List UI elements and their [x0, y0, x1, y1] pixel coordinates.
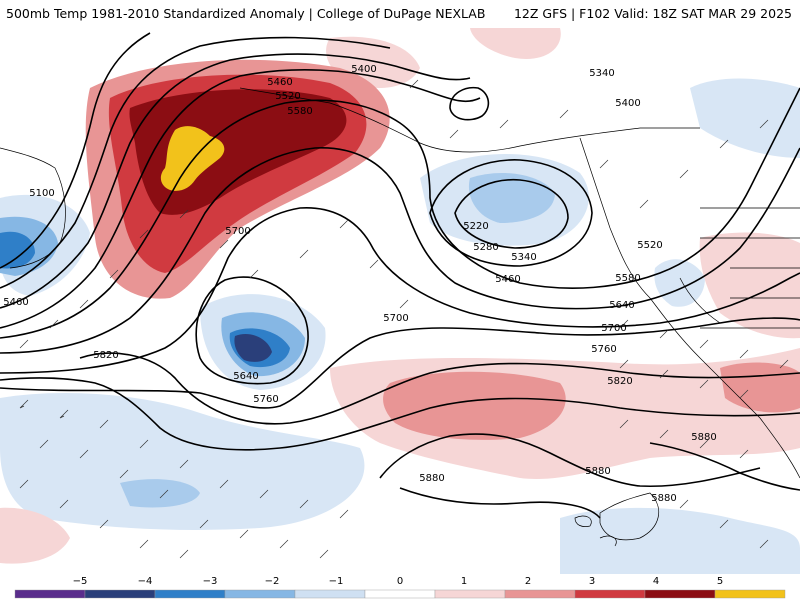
colorbar-tick-label: 4	[653, 576, 659, 587]
colorbar-tick-label: 5	[717, 576, 723, 587]
contour-label: 5580	[615, 273, 640, 284]
warm-anomaly-medium-area	[383, 371, 566, 440]
contour-label: 5700	[601, 323, 626, 334]
contour-label: 5760	[591, 344, 616, 355]
colorbar-swatches	[14, 589, 786, 599]
header: 500mb Temp 1981-2010 Standardized Anomal…	[0, 0, 800, 28]
colorbar-tick-label: 3	[589, 576, 595, 587]
run-info: 12Z GFS | F102 Valid: 18Z SAT MAR 29 202…	[513, 6, 792, 21]
cold-anomaly-medium-area	[468, 173, 555, 223]
colorbar-tick-label: −2	[265, 576, 280, 587]
cold-anomaly-strong-area	[0, 231, 35, 269]
wind-barbs	[19, 79, 789, 559]
contour-label: 5520	[275, 91, 300, 102]
colorbar-tick-label: −5	[73, 576, 88, 587]
contour-label: 5880	[585, 466, 610, 477]
colorbar-swatch	[504, 589, 576, 599]
contour-label: 5460	[267, 77, 292, 88]
cold-anomaly-extreme-area	[234, 333, 272, 362]
cold-anomaly-light-area	[560, 507, 800, 576]
colorbar-ticklabels: −5 −4 −3 −2 −1 0 1 2 3 4 5	[73, 576, 724, 587]
contour-label: 5520	[637, 240, 662, 251]
warm-anomaly-light-area	[699, 232, 800, 339]
cold-anomaly-light-area	[690, 78, 800, 158]
colorbar-swatch	[84, 589, 156, 599]
contour-label: 5580	[287, 106, 312, 117]
coastlines	[0, 87, 800, 547]
colorbar-swatch	[224, 589, 296, 599]
colorbar-legend: −5 −4 −3 −2 −1 0 1 2 3 4 5	[0, 574, 800, 600]
colorbar-swatch	[294, 589, 366, 599]
warm-anomaly-light-area	[470, 28, 561, 59]
colorbar-swatch	[434, 589, 506, 599]
contour-label: 5820	[93, 350, 118, 361]
colorbar-swatch	[644, 589, 716, 599]
contour-labels: 5460 5520 5580 5400 5340 5400 5100 5700 …	[3, 64, 716, 504]
contour-label: 5700	[383, 313, 408, 324]
contour-label: 5880	[691, 432, 716, 443]
colorbar-tick-label: −4	[138, 576, 153, 587]
contour-label: 5340	[511, 252, 536, 263]
contour-label: 5700	[225, 226, 250, 237]
cold-anomaly-medium-area	[120, 479, 200, 508]
contour-label: 5820	[607, 376, 632, 387]
contour-label: 5400	[615, 98, 640, 109]
contour-label: 5460	[495, 274, 520, 285]
warm-anomaly-light-area	[0, 507, 70, 564]
colorbar-swatch	[154, 589, 226, 599]
cold-anomaly-light-area	[0, 393, 365, 530]
contour-label: 5880	[651, 493, 676, 504]
contour-label: 5280	[473, 242, 498, 253]
contour-label: 5760	[253, 394, 278, 405]
colorbar-tick-label: 2	[525, 576, 531, 587]
contour-label: 5640	[609, 300, 634, 311]
colorbar-tick-label: 1	[461, 576, 467, 587]
colorbar-tick-label: 0	[397, 576, 403, 587]
weather-map: 5460 5520 5580 5400 5340 5400 5100 5700 …	[0, 28, 800, 576]
contour-label: 5340	[589, 68, 614, 79]
colorbar-swatch	[364, 589, 436, 599]
contour-label: 5220	[463, 221, 488, 232]
colorbar-tick-label: −1	[329, 576, 344, 587]
map-title: 500mb Temp 1981-2010 Standardized Anomal…	[6, 6, 486, 21]
colorbar-swatch	[14, 589, 86, 599]
cold-anomaly-light-area	[654, 259, 705, 307]
height-contours	[0, 32, 800, 519]
colorbar-swatch	[574, 589, 646, 599]
contour-label: 5460	[3, 297, 28, 308]
colorbar-swatch	[714, 589, 786, 599]
contour-label: 5880	[419, 473, 444, 484]
contour-label: 5400	[351, 64, 376, 75]
colorbar-tick-label: −3	[203, 576, 218, 587]
contour-label: 5640	[233, 371, 258, 382]
contour-label: 5100	[29, 188, 54, 199]
